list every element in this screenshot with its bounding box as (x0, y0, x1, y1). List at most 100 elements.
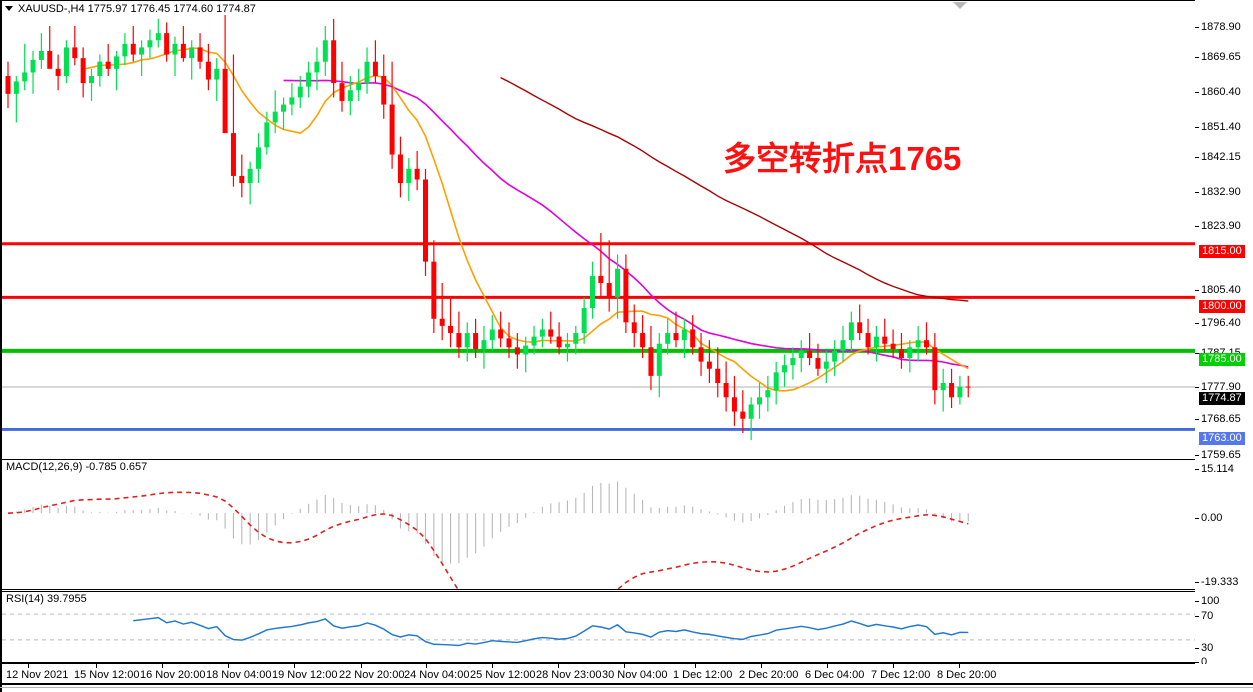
scale-tick (1195, 469, 1199, 470)
rsi-plot (2, 613, 1195, 647)
candle-body (55, 68, 61, 76)
candle-body (548, 329, 554, 337)
candle-body (481, 340, 487, 350)
rsi-scale-label: 30 (1201, 642, 1214, 654)
price-badge-blue[interactable]: 1763.00 (1199, 432, 1245, 445)
price-label: 1768.65 (1201, 413, 1241, 425)
candle-body (414, 168, 420, 180)
candle-body (932, 347, 938, 391)
scale-tick (1195, 616, 1199, 617)
price-badge-red[interactable]: 1815.00 (1199, 245, 1245, 258)
candle-body (347, 90, 353, 101)
candle-body (539, 329, 545, 337)
time-tick (761, 664, 762, 668)
scale-tick (1195, 662, 1199, 663)
macd-scale-label: 0.00 (1201, 512, 1223, 524)
candle-body (397, 154, 403, 184)
price-label: 1805.40 (1201, 284, 1241, 296)
candle-body (448, 325, 454, 334)
candle-body (180, 43, 186, 59)
price-label: 1823.90 (1201, 220, 1241, 232)
candle-body (114, 56, 120, 69)
candle-body (782, 365, 788, 373)
symbol-ohlc-text: XAUUSD-,H4 1775.97 1776.45 1774.60 1774.… (18, 2, 256, 15)
candle-body (122, 43, 128, 57)
candle-body (631, 322, 637, 334)
price-label: 1832.90 (1201, 186, 1241, 198)
candle-body (205, 61, 211, 80)
time-label: 16 Nov 20:00 (140, 669, 206, 681)
candle-body (514, 347, 520, 355)
scale-tick (1195, 419, 1199, 420)
price-label: 1878.90 (1201, 21, 1241, 33)
candle-body (264, 122, 270, 148)
time-tick (96, 664, 97, 668)
axis-bottom-border (0, 683, 1253, 685)
time-label: 2 Dec 20:00 (739, 669, 799, 681)
scale-tick (1195, 323, 1199, 324)
candle-body (281, 104, 287, 112)
candle-body (740, 411, 746, 419)
candle-body (807, 350, 813, 359)
candle-body (723, 383, 729, 398)
candle-body (389, 104, 395, 155)
candle-body (590, 275, 595, 309)
scale-tick (1195, 455, 1199, 456)
price-badge-black[interactable]: 1774.87 (1199, 392, 1245, 405)
candle-body (581, 308, 587, 334)
candle-body (30, 59, 36, 73)
candle-body (573, 333, 579, 344)
scale-tick (1195, 57, 1199, 58)
candle-body (790, 358, 796, 366)
candle-body (322, 40, 328, 62)
price-plot (2, 11, 1195, 441)
ma-dark-line (500, 77, 969, 302)
candle-body (473, 333, 479, 350)
candle-body (423, 179, 428, 262)
chart-annotation: 多空转折点1765 (723, 140, 962, 177)
candle-body (139, 47, 145, 55)
candle-body (97, 61, 103, 76)
price-label: 1869.65 (1201, 51, 1241, 63)
candle-body (665, 333, 671, 344)
symbol-header[interactable]: XAUUSD-,H4 1775.97 1776.45 1774.60 1774.… (2, 2, 260, 15)
time-label: 25 Nov 12:00 (470, 669, 536, 681)
candle-body (89, 75, 94, 84)
rsi-line (133, 616, 969, 647)
rsi-label: RSI(14) 39.7955 (6, 593, 90, 605)
macd-panel: MACD(12,26,9) -0.785 0.657 (2, 459, 1195, 590)
candle-body (832, 350, 838, 362)
candle-body (105, 61, 111, 69)
candle-body (247, 168, 253, 184)
candle-body (22, 72, 28, 82)
time-label: 22 Nov 20:00 (339, 669, 405, 681)
scale-tick (1195, 290, 1199, 291)
candle-body (773, 372, 779, 391)
candle-body (882, 336, 888, 344)
candle-body (924, 340, 929, 348)
time-tick (827, 664, 828, 668)
time-tick (624, 664, 625, 668)
candle-body (615, 268, 621, 298)
candle-body (898, 349, 904, 359)
candle-body (957, 386, 963, 398)
candle-body (965, 386, 971, 388)
time-tick (294, 664, 295, 668)
rsi-panel: RSI(14) 39.7955 (2, 591, 1195, 664)
time-tick (893, 664, 894, 668)
macd-label: MACD(12,26,9) -0.785 0.657 (6, 461, 151, 473)
time-label: 24 Nov 04:00 (404, 669, 470, 681)
time-label: 28 Nov 23:00 (536, 669, 602, 681)
candle-body (306, 72, 312, 87)
price-badge-green[interactable]: 1785.00 (1199, 353, 1245, 366)
candle-body (556, 336, 562, 348)
price-badge-red[interactable]: 1800.00 (1199, 300, 1245, 313)
price-scale[interactable]: 1878.90 1869.65 1860.40 1851.40 1842.15 1832.… (1195, 0, 1253, 692)
time-tick (426, 664, 427, 668)
scale-tick (1195, 582, 1199, 583)
scale-tick (1195, 127, 1199, 128)
chevron-down-icon[interactable] (5, 6, 13, 11)
time-tick (162, 664, 163, 668)
time-label: 7 Dec 12:00 (871, 669, 931, 681)
candle-body (648, 347, 654, 376)
